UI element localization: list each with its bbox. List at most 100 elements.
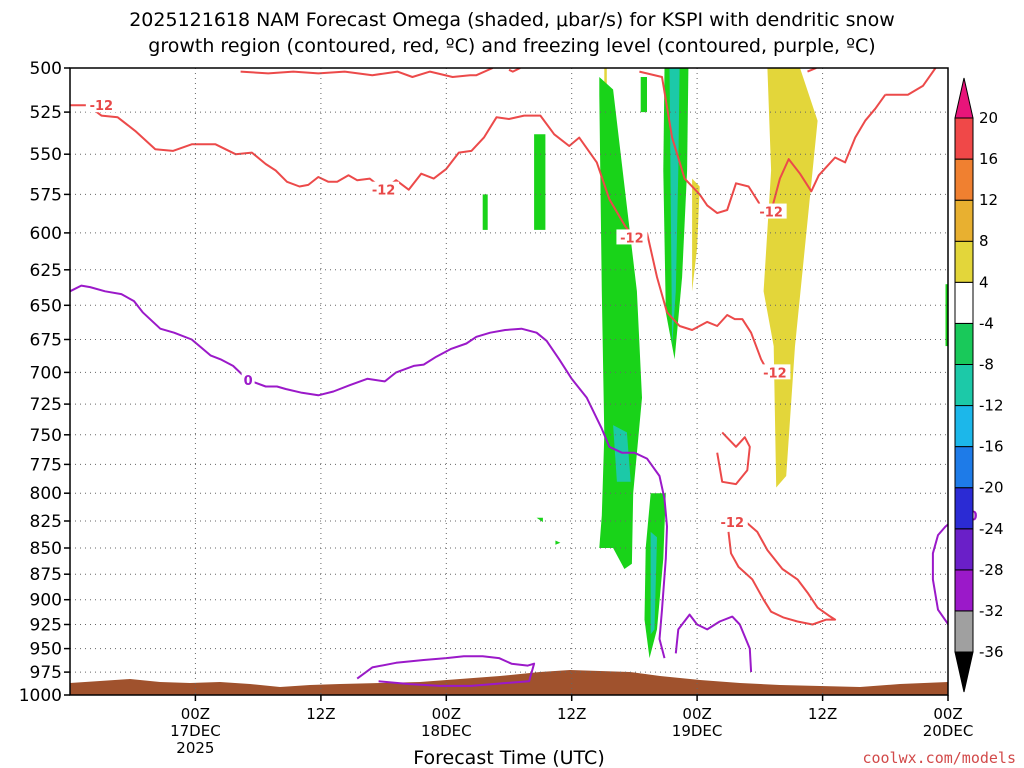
y-tick-label-975: 975: [30, 663, 62, 683]
red-contour-label-8: -12: [721, 516, 745, 531]
y-tick-label-525: 525: [30, 103, 62, 123]
purple-contour-label-0-bg: [241, 372, 255, 388]
colorbar-bin-11: [954, 158, 974, 201]
y-tick-label-550: 550: [30, 145, 62, 165]
x-tick-label-2-1: 18DEC: [421, 722, 472, 740]
colorbar-label-9: 4: [979, 273, 989, 291]
y-tick-label-750: 750: [30, 426, 62, 446]
colorbar-bin-12: [954, 117, 974, 160]
omega-region-1: [534, 134, 546, 230]
x-tick-label-1-0: 12Z: [306, 705, 335, 723]
red-contour-label-0-1: -12: [372, 184, 396, 199]
y-tick-label-875: 875: [30, 565, 62, 585]
y-tick-label-950: 950: [30, 640, 62, 660]
colorbar-bin-10: [954, 199, 974, 242]
omega-region-10: [650, 531, 657, 635]
colorbar-bin-2: [954, 528, 974, 571]
freezing-level-contours: [70, 284, 948, 687]
omega-region-16: [978, 488, 1013, 605]
x-axis-label: Forecast Time (UTC): [413, 747, 604, 768]
y-tick-label-825: 825: [30, 512, 62, 532]
y-tick-label-600: 600: [30, 224, 62, 244]
red-contour-label-1: -12: [759, 206, 783, 221]
colorbar-bin-7: [954, 322, 974, 365]
red-contour-label-0-1-bg: [368, 181, 400, 197]
red-contour-label-0-0: -12: [90, 99, 114, 114]
y-tick-label-675: 675: [30, 331, 62, 351]
purple-contour-1: [674, 613, 753, 673]
y-tick-label-575: 575: [30, 185, 62, 205]
x-tick-label-4-0: 00Z: [682, 705, 711, 723]
chart-title-line2: growth region (contoured, red, ºC) and f…: [148, 35, 875, 57]
y-tick-label-725: 725: [30, 395, 62, 415]
x-tick-label-2-0: 00Z: [432, 705, 461, 723]
colorbar-label-10: 8: [979, 232, 989, 250]
omega-region-11: [763, 68, 818, 488]
colorbar-over-arrow: [954, 77, 974, 119]
colorbar-label-12: 16: [979, 150, 998, 168]
purple-contour-0: [70, 284, 668, 659]
red-contour-label-1-bg: [755, 203, 787, 219]
colorbar-label-7: -8: [979, 356, 994, 374]
omega-region-0: [482, 194, 488, 230]
red-contour-label-9: -12: [763, 366, 787, 381]
y-tick-label-500: 500: [30, 59, 62, 79]
colorbar-label-13: 20: [979, 109, 998, 127]
colorbar-bin-1: [954, 569, 974, 612]
colorbar-bin-5: [954, 405, 974, 448]
y-tick-label-925: 925: [30, 616, 62, 636]
colorbar-bin-3: [954, 487, 974, 530]
red-contour-0: [70, 104, 637, 240]
y-tick-label-900: 900: [30, 591, 62, 611]
colorbar-label-5: -16: [979, 438, 1004, 456]
colorbar-bin-0: [954, 610, 974, 653]
plot-frame: [69, 67, 949, 696]
red-contour-7: [716, 431, 751, 486]
colorbar-label-4: -20: [979, 479, 1004, 497]
colorbar-label-2: -28: [979, 561, 1004, 579]
colorbar-label-11: 12: [979, 191, 998, 209]
colorbar-bin-8: [954, 281, 974, 324]
y-tick-label-850: 850: [30, 539, 62, 559]
red-contour-label-9-bg: [759, 364, 791, 380]
y-tick-label-625: 625: [30, 261, 62, 281]
colorbar-label-3: -24: [979, 520, 1004, 538]
red-contour-label-0-2-bg: [616, 229, 648, 245]
colorbar-label-8: -4: [979, 314, 994, 332]
purple-contour-2: [931, 523, 948, 626]
x-tick-label-6-0: 00Z: [933, 705, 962, 723]
grid-lines: [70, 68, 949, 695]
red-contour-2: [885, 68, 937, 96]
colorbar-under-arrow: [954, 651, 974, 693]
y-axis-ticks: 500 525 550 575 600 625 650 675 700 725 750 775 800 8…: [19, 59, 70, 706]
colorbar-label-6: -12: [979, 397, 1004, 415]
omega-region-13: [536, 517, 543, 523]
colorbar-bin-9: [954, 240, 974, 283]
x-tick-label-3-0: 12Z: [557, 705, 586, 723]
red-contour-label-0-2: -12: [620, 231, 644, 246]
chart-title-line1: 2025121618 NAM Forecast Omega (shaded, μ…: [129, 9, 895, 31]
omega-region-3: [599, 77, 642, 569]
omega-region-5: [640, 77, 647, 113]
x-tick-label-0-1: 17DEC: [170, 722, 221, 740]
x-tick-label-0-0: 00Z: [181, 705, 210, 723]
colorbar-label-0: -36: [979, 643, 1004, 661]
x-tick-label-4-1: 19DEC: [672, 722, 723, 740]
red-contour-label-8-bg: [716, 514, 748, 530]
omega-region-12: [555, 540, 561, 545]
red-contour-4: [240, 68, 494, 78]
x-tick-label-0-2: 2025: [176, 739, 214, 757]
y-tick-label-1000: 1000: [19, 686, 62, 706]
credit-text: coolwx.com/models: [862, 749, 1016, 767]
red-contour-label-0-0-bg: [85, 97, 117, 113]
y-tick-label-775: 775: [30, 455, 62, 475]
red-contour-8: [727, 520, 837, 626]
red-contour-5: [508, 68, 521, 73]
colorbar-label-1: -32: [979, 602, 1004, 620]
colorbar-bin-4: [954, 446, 974, 489]
dendritic-growth-contours: [70, 68, 937, 626]
colorbar: -36 -32 -28 -24 -20 -16 -12 -8 -4 4 8 12 16 20: [954, 77, 1004, 693]
x-tick-label-6-1: 20DEC: [923, 722, 974, 740]
red-contour-9: [638, 231, 776, 374]
